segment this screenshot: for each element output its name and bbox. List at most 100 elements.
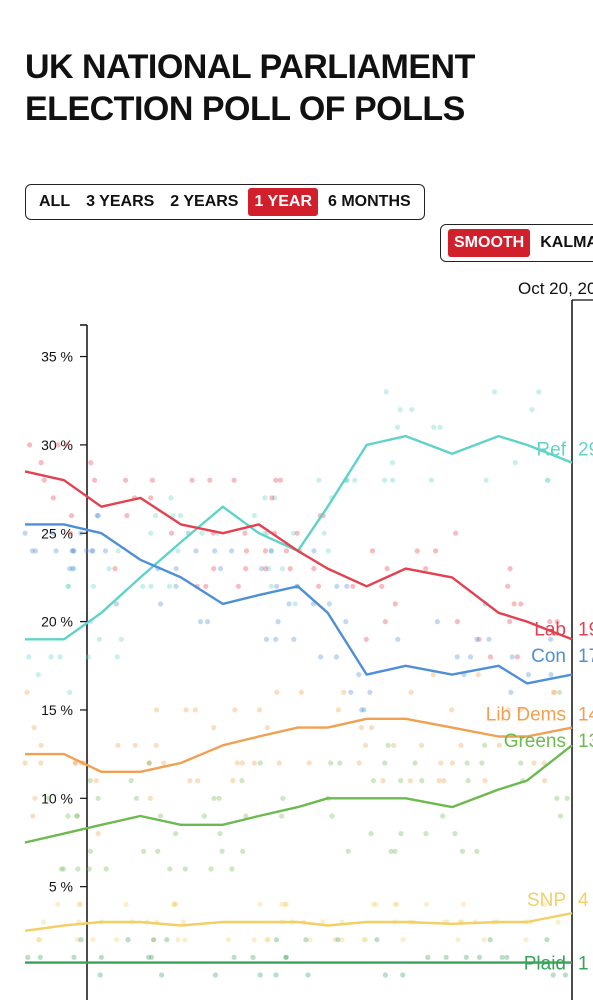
poll-dot — [400, 937, 406, 943]
poll-dot — [22, 760, 28, 766]
poll-dot — [35, 937, 42, 943]
poll-dot — [161, 760, 167, 766]
poll-dot — [95, 795, 101, 801]
poll-dot — [217, 566, 224, 572]
poll-dot — [55, 901, 61, 907]
poll-dot — [22, 530, 28, 536]
poll-dot — [74, 813, 80, 819]
poll-dot — [441, 778, 447, 784]
poll-dot — [474, 848, 480, 854]
poll-dot — [90, 583, 96, 589]
poll-dot — [335, 707, 341, 713]
poll-dots — [22, 389, 570, 978]
poll-dot — [505, 707, 511, 713]
mode-smooth-button[interactable]: SMOOTH — [448, 229, 531, 257]
poll-dot — [514, 654, 521, 660]
poll-dot — [173, 583, 179, 589]
poll-dot — [487, 654, 494, 660]
poll-dot — [75, 866, 81, 872]
poll-dot — [544, 937, 550, 943]
poll-dot — [268, 583, 274, 589]
poll-dot — [175, 937, 181, 943]
poll-dot — [283, 901, 289, 907]
poll-dot — [269, 495, 275, 501]
poll-dot — [507, 619, 513, 625]
y-tick-label: 15 % — [41, 702, 73, 718]
poll-dot — [390, 477, 396, 483]
poll-dot — [463, 954, 469, 960]
poll-dot — [475, 672, 481, 678]
poll-dot — [234, 760, 240, 766]
poll-dot — [509, 654, 515, 660]
range-3-years-button[interactable]: 3 YEARS — [86, 193, 155, 210]
poll-dot — [187, 778, 193, 784]
poll-dot — [449, 707, 455, 713]
poll-dot — [175, 548, 181, 554]
poll-dot — [550, 689, 557, 695]
poll-dot — [273, 477, 279, 483]
poll-dot — [419, 778, 425, 784]
poll-dot — [68, 513, 75, 519]
poll-dot — [548, 636, 554, 642]
poll-dot — [149, 477, 155, 483]
range-1-year-button[interactable]: 1 YEAR — [248, 188, 318, 216]
poll-dot — [74, 813, 80, 819]
poll-dot — [454, 619, 460, 625]
poll-dot — [217, 831, 223, 837]
poll-dot — [65, 583, 71, 589]
trend-line-snp — [24, 912, 573, 932]
poll-dot — [298, 689, 304, 695]
poll-dot — [482, 778, 488, 784]
poll-dot — [115, 742, 121, 748]
range-all-button[interactable]: ALL — [39, 193, 71, 210]
poll-dot — [78, 530, 84, 536]
range-2-years-button[interactable]: 2 YEARS — [170, 193, 239, 210]
y-tick-label: 10 % — [41, 790, 73, 806]
poll-dot — [182, 937, 188, 943]
poll-dot — [274, 689, 280, 695]
poll-dot — [279, 901, 285, 907]
series-value-lab: 19 — [578, 620, 593, 641]
poll-dot — [98, 954, 104, 960]
poll-dot — [103, 866, 109, 872]
poll-dot — [334, 583, 340, 589]
poll-dot — [465, 778, 471, 784]
poll-dot — [287, 566, 293, 572]
mode-kalman-button[interactable]: KALMAN — [540, 234, 593, 251]
poll-dot — [169, 530, 175, 536]
poll-dot — [266, 566, 272, 572]
poll-dot — [350, 583, 356, 589]
poll-dot — [499, 954, 505, 960]
poll-dot — [554, 795, 560, 801]
poll-dot — [94, 513, 100, 519]
poll-dot — [382, 477, 388, 483]
poll-dot — [158, 813, 164, 819]
poll-dot — [279, 813, 285, 819]
poll-dot — [78, 937, 84, 943]
poll-dot — [358, 725, 365, 731]
poll-dot — [273, 937, 280, 943]
poll-dot — [316, 583, 322, 589]
poll-dot — [452, 831, 458, 837]
poll-dot — [36, 937, 43, 943]
poll-dot — [243, 548, 250, 554]
poll-dot — [316, 477, 322, 483]
poll-dot — [40, 919, 47, 925]
poll-dot — [474, 636, 480, 642]
poll-dot — [153, 742, 159, 748]
series-end-labels: Ref 29 Lab 19 Con 17 Lib Dems 14 Greens 13 SNP 4 Pla… — [486, 439, 593, 974]
poll-dot — [373, 901, 379, 907]
poll-dot — [50, 495, 56, 501]
poll-dot — [369, 548, 375, 554]
poll-dot — [66, 583, 72, 589]
range-6-months-button[interactable]: 6 MONTHS — [328, 193, 411, 210]
poll-dot — [361, 707, 367, 713]
poll-dot — [337, 760, 343, 766]
poll-dot — [61, 866, 67, 872]
poll-dot — [518, 707, 524, 713]
poll-dot — [67, 566, 73, 572]
trend-line-greens — [24, 744, 573, 844]
poll-dot — [183, 707, 189, 713]
poll-dot — [343, 619, 349, 625]
poll-dot — [182, 866, 188, 872]
